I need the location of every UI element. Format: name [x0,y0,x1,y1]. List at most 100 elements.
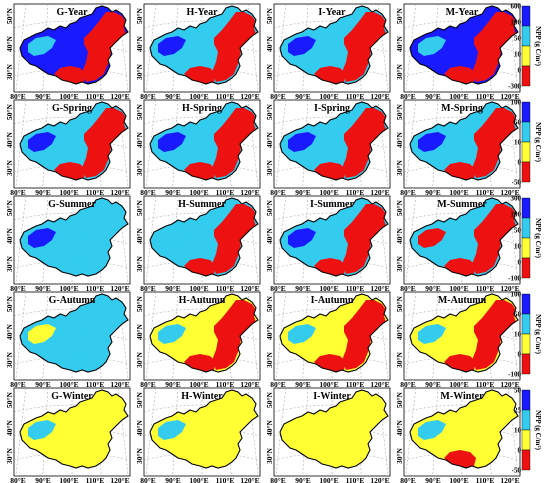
lon-tick-label: 90°E [295,380,311,389]
colorbar-tick-label: 50 [514,227,522,235]
colorbar-title: NPP (g C/m²) [534,122,542,162]
lon-tick-label: 110°E [476,284,495,293]
panel-title: H-Summer [178,199,226,210]
panel-title: I-Autumn [311,295,354,306]
lat-tick-label: 40°N [5,323,14,339]
map-panel: H-Autumn 80°E 90°E 100°E 110°E 120°E 50°N 40°N 3… [135,291,261,389]
lon-tick-label: 120°E [500,92,519,101]
colorbar-segment [521,45,531,67]
lat-tick-label: 50°N [265,295,274,311]
map-panel: M-Spring 80°E 90°E 100°E 110°E 120°E 50°N 40°N 3… [395,99,521,197]
lat-tick-label: 50°N [265,199,274,215]
lon-tick-label: 80°E [270,188,286,197]
region-outline [149,389,259,469]
region-outline [19,389,129,469]
lon-tick-label: 80°E [270,92,286,101]
lat-tick-label: 40°N [395,35,404,51]
lon-tick-label: 80°E [400,380,416,389]
lon-tick-label: 80°E [400,476,416,483]
region-outline [19,293,129,373]
lat-tick-label: 50°N [265,7,274,23]
lon-tick-label: 120°E [110,284,129,293]
lat-tick-label: 50°N [395,199,404,215]
lat-tick-label: 40°N [395,227,404,243]
lon-tick-label: 120°E [240,380,259,389]
lat-tick-label: 30°N [265,447,274,463]
lon-tick-label: 120°E [370,284,389,293]
lon-tick-label: 120°E [370,380,389,389]
lat-tick-label: 50°N [265,391,274,407]
lon-tick-label: 110°E [476,380,495,389]
lon-tick-label: 110°E [216,284,235,293]
lon-tick-label: 110°E [346,284,365,293]
colorbar-segment [521,197,531,219]
lat-tick-label: 30°N [5,63,14,79]
lat-tick-label: 30°N [395,63,404,79]
colorbar-segment [521,101,531,123]
colorbar-segment [521,389,531,411]
lon-tick-label: 90°E [165,92,181,101]
lat-tick-label: 40°N [265,419,274,435]
colorbar-tick-label: 100 [511,99,522,107]
map-panel: H-Winter 80°E 90°E 100°E 110°E 120°E 50°N 40°N 3… [135,387,261,483]
colorbar-segment [521,429,531,451]
lon-tick-label: 120°E [240,284,259,293]
lon-tick-label: 110°E [346,188,365,197]
lon-tick-label: 100°E [189,476,208,483]
lat-tick-label: 30°N [265,159,274,175]
lon-tick-label: 120°E [110,380,129,389]
lon-tick-label: 90°E [295,92,311,101]
lon-tick-label: 90°E [165,188,181,197]
region-outline [149,101,259,181]
lat-tick-label: 50°N [395,7,404,23]
map-panel: I-Autumn 80°E 90°E 100°E 110°E 120°E 50°N 40°N 3… [265,291,391,389]
lat-tick-label: 50°N [5,7,14,23]
lon-tick-label: 90°E [165,476,181,483]
lat-tick-label: 40°N [135,35,144,51]
lon-tick-label: 100°E [189,188,208,197]
colorbar-tick-label: -100 [508,275,521,283]
lon-tick-label: 90°E [425,380,441,389]
lon-tick-label: 100°E [449,188,468,197]
panel-title: H-Year [186,7,218,18]
lon-tick-label: 90°E [295,284,311,293]
lon-tick-label: 120°E [500,284,519,293]
lon-tick-label: 100°E [319,92,338,101]
lat-tick-label: 50°N [265,103,274,119]
lon-tick-label: 120°E [500,476,519,483]
map-panel: H-Year 80°E 90°E 100°E 110°E 120°E 50°N 40°N 30°… [135,3,261,101]
lat-tick-label: 30°N [5,255,14,271]
panel-title: H-Autumn [179,295,226,306]
lon-tick-label: 80°E [140,476,156,483]
lon-tick-label: 100°E [449,476,468,483]
lon-tick-label: 120°E [500,380,519,389]
lat-tick-label: 30°N [135,447,144,463]
region-outline [19,101,129,181]
lat-tick-label: 40°N [135,419,144,435]
map-panel: M-Year 80°E 90°E 100°E 110°E 120°E 50°N 40°N 30°… [395,3,521,101]
lat-tick-label: 30°N [265,63,274,79]
region-outline [279,5,389,85]
colorbar-tick-label: 0 [518,259,522,267]
lon-tick-label: 110°E [86,476,105,483]
lon-tick-label: 100°E [59,92,78,101]
region-outline [149,5,259,85]
lon-tick-label: 80°E [140,284,156,293]
colorbar-tick-label: 50 [514,35,522,43]
colorbar-tick-label: -300 [508,83,521,91]
panel-title: M-Spring [441,103,483,114]
lat-tick-label: 50°N [5,391,14,407]
colorbar-tick-label: 300 [511,195,522,203]
region-outline [409,101,519,181]
colorbar-title: NPP (g C/m²) [534,218,542,258]
colorbar-tick-label: 600 [511,3,522,11]
lon-tick-label: 80°E [140,188,156,197]
lat-tick-label: 40°N [5,35,14,51]
lon-tick-label: 120°E [370,476,389,483]
map-panel: I-Summer 80°E 90°E 100°E 110°E 120°E 50°N 40°N 3… [265,195,391,293]
lat-tick-label: 40°N [135,131,144,147]
colorbar-segment [521,5,531,27]
